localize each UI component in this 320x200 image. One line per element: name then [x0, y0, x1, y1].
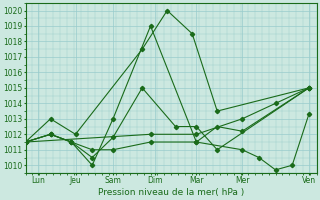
X-axis label: Pression niveau de la mer( hPa ): Pression niveau de la mer( hPa ) [98, 188, 244, 197]
